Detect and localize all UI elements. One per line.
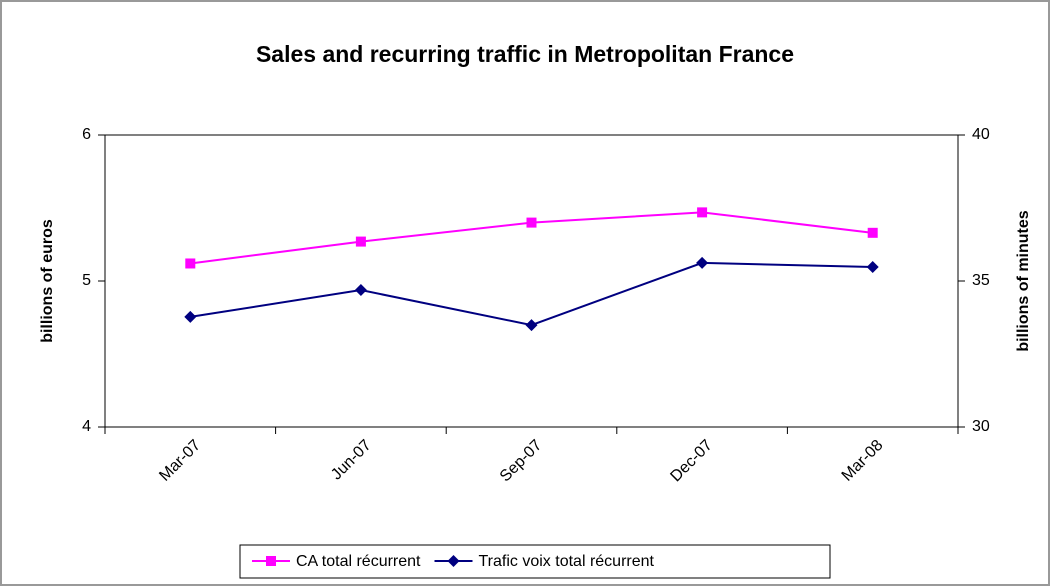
legend-marker bbox=[266, 556, 276, 566]
data-point bbox=[355, 236, 366, 247]
data-point bbox=[696, 256, 709, 269]
chart-title: Sales and recurring traffic in Metropoli… bbox=[256, 41, 794, 67]
data-point bbox=[354, 284, 367, 297]
y-tick-label: 5 bbox=[82, 272, 91, 289]
legend: CA total récurrent Trafic voix total récu… bbox=[239, 544, 831, 579]
y2-axis-title: billions of minutes bbox=[1015, 210, 1032, 351]
legend-label: Trafic voix total récurrent bbox=[479, 553, 655, 570]
y-axis-title: billions of euros bbox=[39, 219, 56, 343]
data-point bbox=[185, 258, 196, 269]
data-point bbox=[866, 260, 879, 273]
data-point bbox=[867, 227, 878, 238]
legend-label: CA total récurrent bbox=[296, 553, 421, 570]
data-point bbox=[526, 217, 537, 228]
data-point bbox=[184, 310, 197, 323]
y2-tick-label: 40 bbox=[972, 126, 990, 143]
data-point bbox=[697, 207, 708, 218]
legend-box bbox=[239, 544, 831, 579]
y2-tick-label: 30 bbox=[972, 418, 990, 435]
y2-tick-label: 35 bbox=[972, 272, 990, 289]
data-point bbox=[525, 319, 538, 332]
y-tick-label: 6 bbox=[82, 126, 91, 143]
legend-marker bbox=[447, 555, 460, 567]
y-tick-label: 4 bbox=[82, 418, 91, 435]
